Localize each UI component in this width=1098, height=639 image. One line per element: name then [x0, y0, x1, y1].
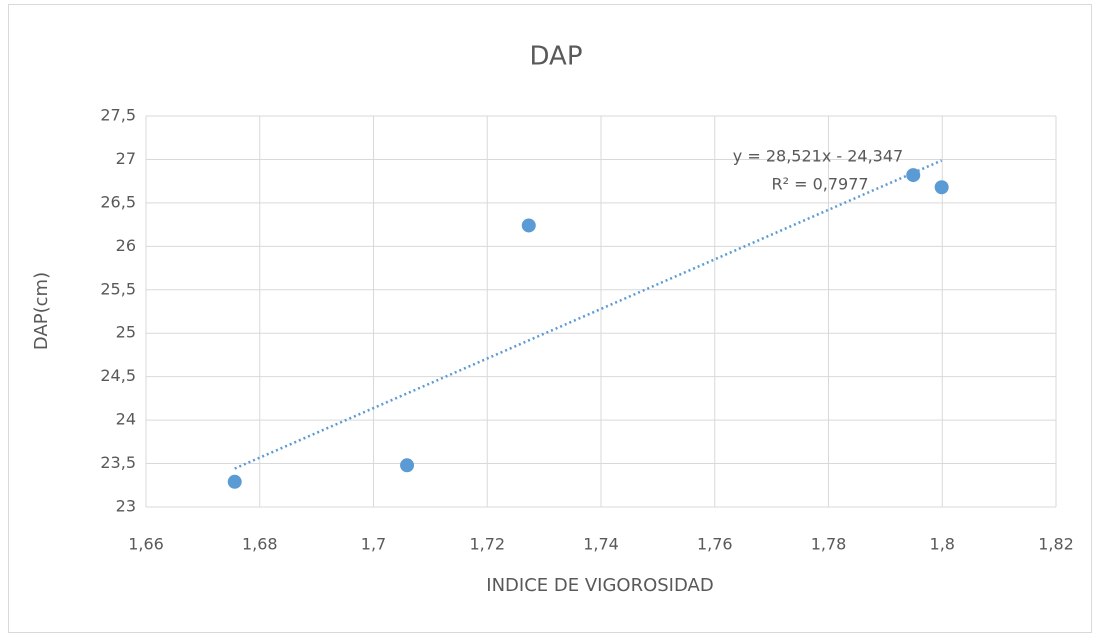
y-tick-label: 25,5 [100, 279, 136, 298]
x-tick-label: 1,76 [697, 535, 733, 554]
x-tick-label: 1,66 [128, 535, 164, 554]
y-tick-label: 26 [116, 236, 136, 255]
x-tick-label: 1,72 [469, 535, 505, 554]
chart-title: DAP [529, 42, 582, 72]
y-tick-label: 23 [116, 497, 136, 516]
y-tick-label: 27 [116, 149, 136, 168]
x-axis-title: INDICE DE VIGOROSIDAD [486, 575, 713, 596]
y-tick-label: 24,5 [100, 366, 136, 385]
x-tick-label: 1,8 [930, 535, 955, 554]
y-tick-label: 23,5 [100, 453, 136, 472]
x-tick-label: 1,78 [811, 535, 847, 554]
trendline-equation: y = 28,521x - 24,347 [733, 147, 903, 166]
y-tick-label: 26,5 [100, 192, 136, 211]
x-tick-label: 1,82 [1038, 535, 1074, 554]
trendline-r-squared: R² = 0,7977 [771, 175, 868, 194]
x-tick-label: 1,7 [361, 535, 386, 554]
y-tick-label: 25 [116, 323, 136, 342]
x-tick-label: 1,74 [583, 535, 619, 554]
y-tick-label: 24 [116, 410, 136, 429]
y-tick-label: 27,5 [100, 106, 136, 125]
trendline [234, 159, 943, 470]
point [934, 180, 949, 195]
y-axis-title: DAP(cm) [31, 272, 52, 350]
point [521, 218, 536, 233]
x-tick-label: 1,68 [242, 535, 278, 554]
chart-border [8, 4, 1092, 633]
point [227, 474, 242, 489]
point [400, 458, 415, 473]
point [906, 168, 921, 183]
